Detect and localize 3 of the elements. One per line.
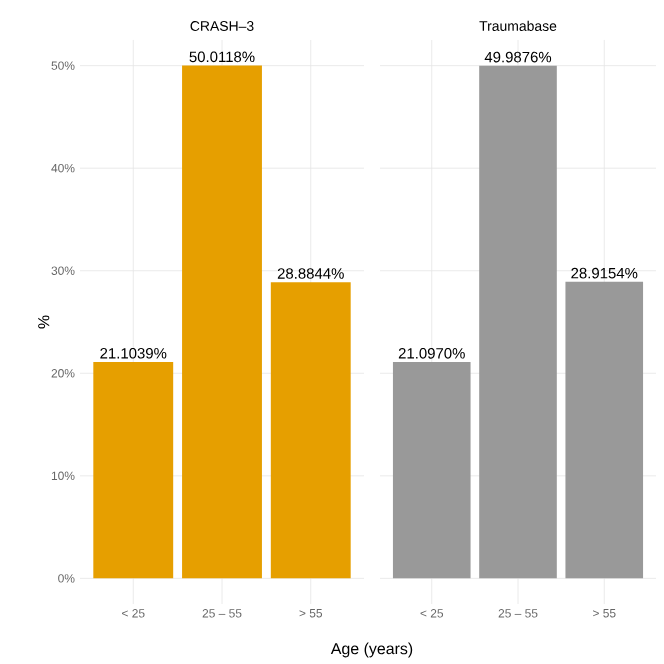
bar: [93, 361, 174, 579]
bar: [182, 65, 262, 579]
bar: [270, 282, 351, 579]
